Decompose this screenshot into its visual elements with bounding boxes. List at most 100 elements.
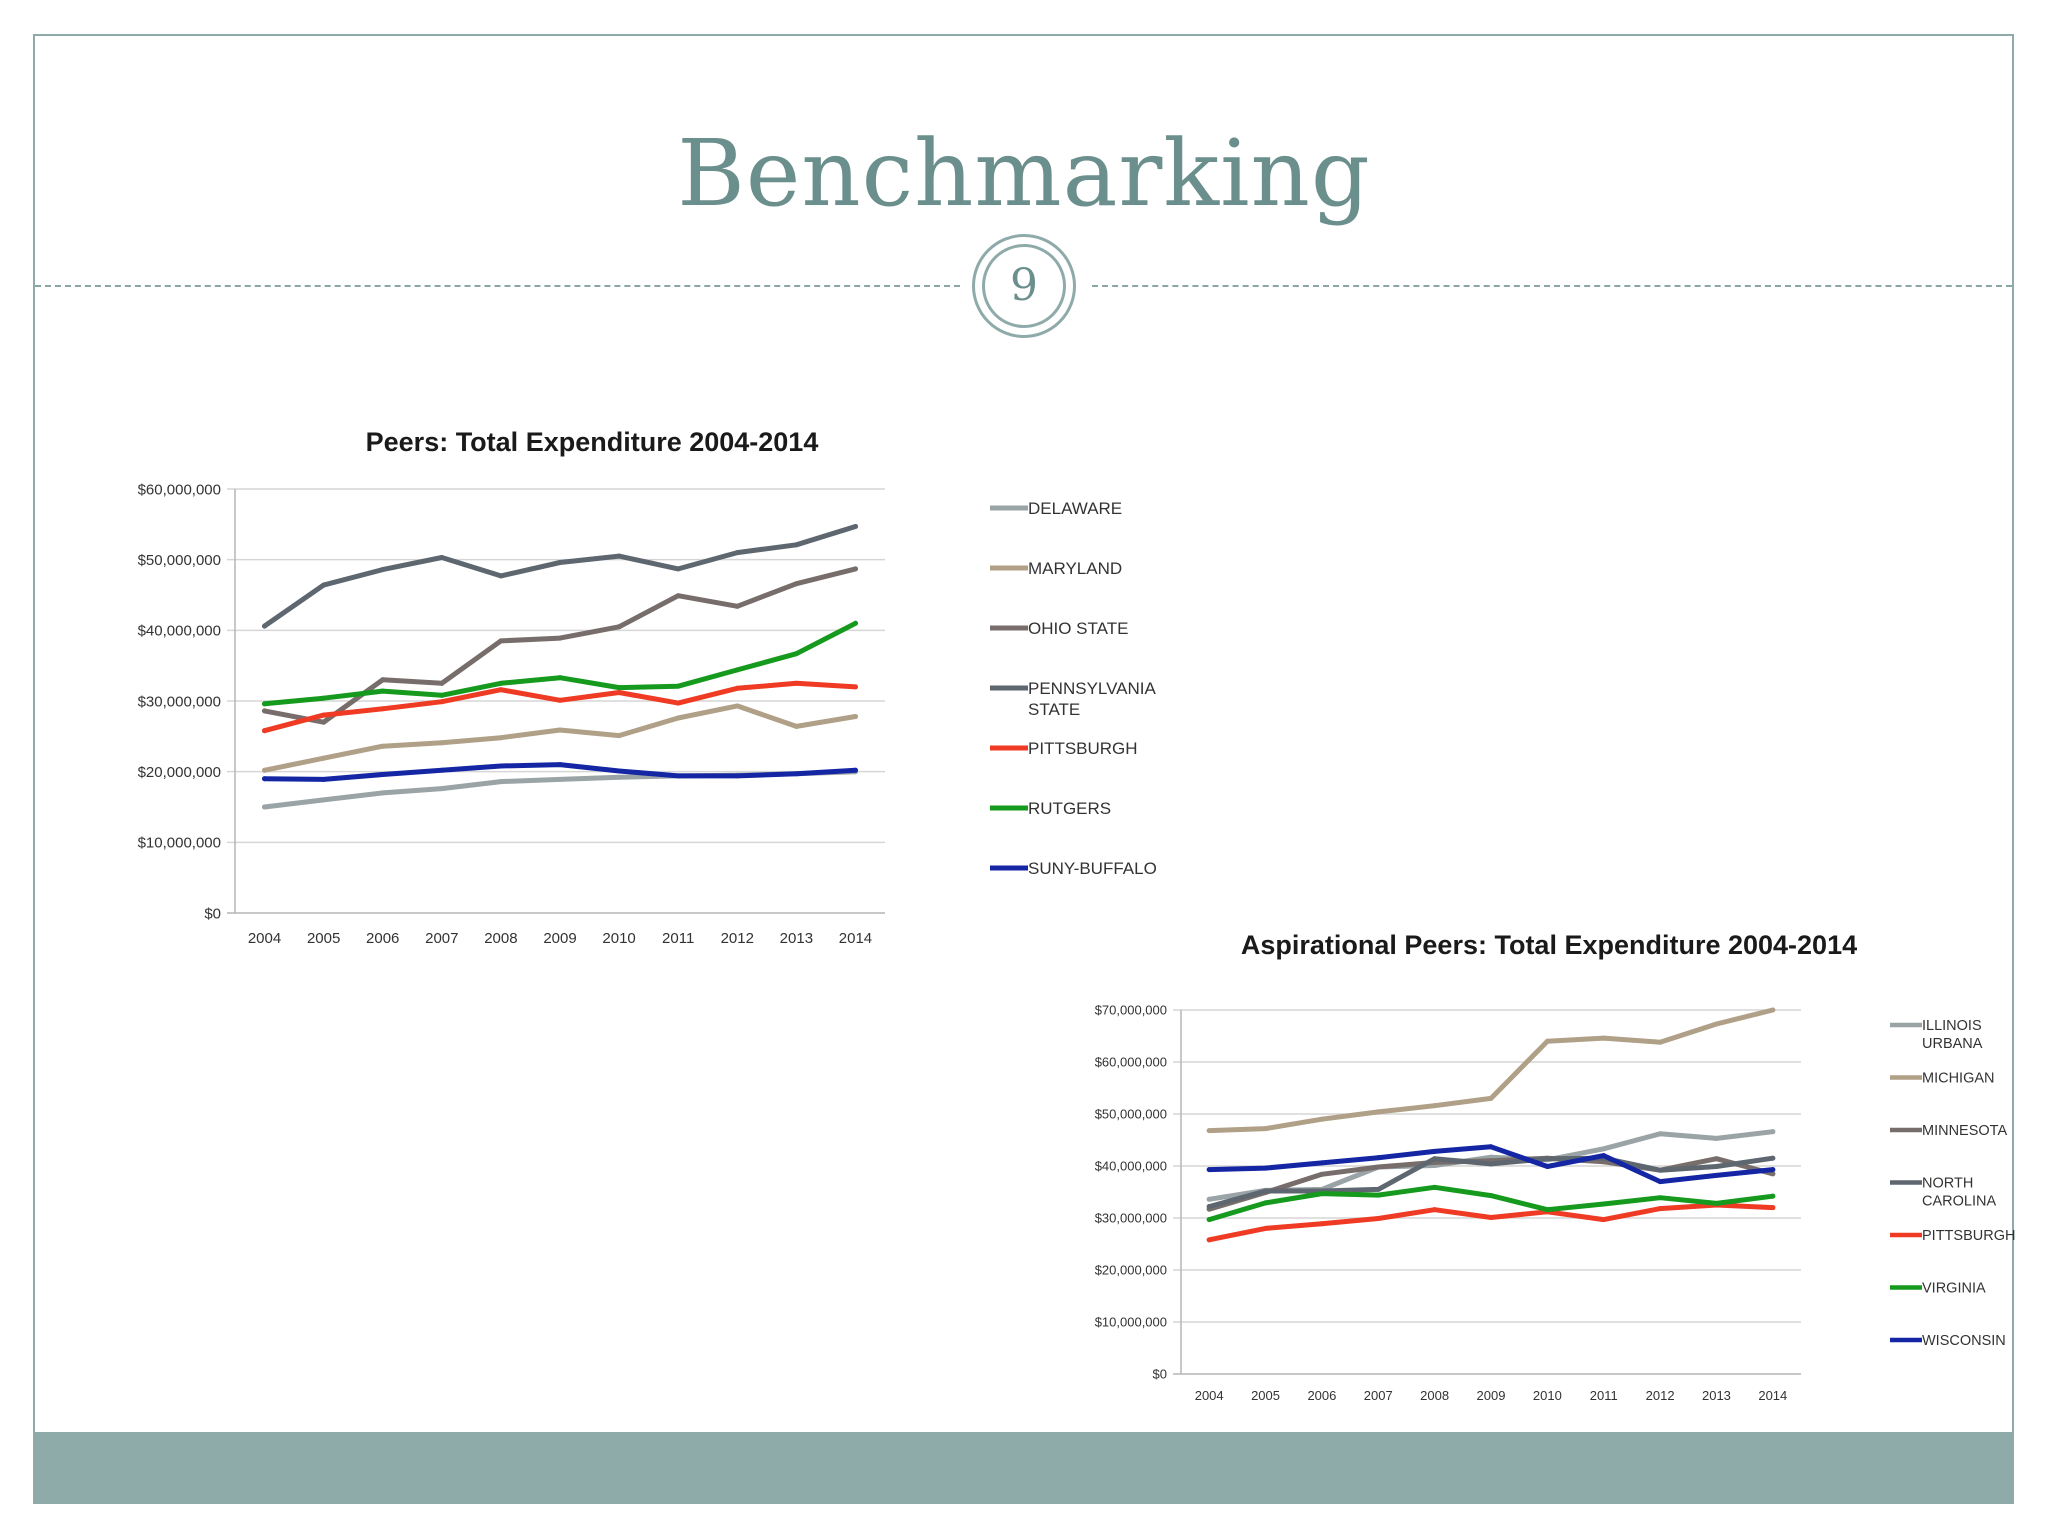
legend-label-line: SUNY-BUFFALO [1028,859,1157,878]
data-point [1488,1214,1494,1220]
legend-label-line: STATE [1028,700,1080,719]
data-point [1657,1039,1663,1045]
data-point [321,582,327,588]
y-tick-label: $20,000,000 [1095,1263,1167,1278]
footer-bar [33,1432,2014,1504]
data-point [380,790,386,796]
y-tick-label: $40,000,000 [1095,1159,1167,1174]
data-point [1375,1216,1381,1222]
data-point [1713,1135,1719,1141]
data-point [1319,1171,1325,1177]
data-point [734,773,740,779]
legend-label: OHIO STATE [1028,619,1128,638]
legend-label: PITTSBURGH [1028,739,1138,758]
data-point [1375,1155,1381,1161]
data-point [793,651,799,657]
data-point [1770,1205,1776,1211]
legend-label-line: PITTSBURGH [1922,1228,2015,1244]
peers-chart-svg: Peers: Total Expenditure 2004-2014 $0 $10,… [138,427,1157,947]
series-line [262,524,858,629]
data-point [1713,1164,1719,1170]
data-point [852,684,858,690]
x-tick-label: 2008 [1420,1388,1449,1403]
data-point [557,727,563,733]
data-point [616,553,622,559]
y-tick-label: $50,000,000 [1095,1107,1167,1122]
legend-label: RUTGERS [1028,799,1111,818]
aspirational-chart-svg: Aspirational Peers: Total Expenditure 20… [1095,930,2016,1403]
x-tick-label: 2011 [1590,1388,1618,1403]
data-point [1601,1035,1607,1041]
data-point [675,566,681,572]
x-tick-label: 2010 [1533,1388,1562,1403]
data-point [380,743,386,749]
data-point [1544,1207,1550,1213]
y-tick-label: $20,000,000 [138,764,221,781]
data-point [1770,1193,1776,1199]
x-tick-label: 2004 [248,930,281,947]
y-tick-label: $10,000,000 [1095,1315,1167,1330]
x-tick-label: 2005 [1251,1388,1280,1403]
data-point [498,687,504,693]
x-tick-label: 2013 [1702,1388,1731,1403]
data-point [439,555,445,561]
legend-label: ILLINOIS URBANA [1922,1018,1983,1052]
slide-title: Benchmarking [677,120,1371,227]
data-point [1319,1221,1325,1227]
data-point [1544,1038,1550,1044]
data-point [1488,1095,1494,1101]
legend-label: WISCONSIN [1922,1333,2006,1349]
data-point [734,685,740,691]
data-point [734,667,740,673]
data-point [1432,1184,1438,1190]
data-point [734,550,740,556]
data-point [439,786,445,792]
data-point [1206,1196,1212,1202]
data-point [1657,1179,1663,1185]
data-point [557,762,563,768]
data-point [498,638,504,644]
x-tick-label: 2011 [662,930,694,947]
legend-label-line: MICHIGAN [1922,1071,1995,1087]
y-tick-label: $0 [1153,1367,1167,1382]
data-point [675,593,681,599]
data-point [793,542,799,548]
data-point [616,624,622,630]
data-point [1770,1007,1776,1013]
legend-label: NORTH CAROLINA [1922,1176,1996,1210]
x-tick-label: 2010 [602,930,635,947]
legend-label-line: CAROLINA [1922,1194,1996,1210]
data-point [321,712,327,718]
data-point [616,768,622,774]
data-point [1375,1186,1381,1192]
data-point [321,755,327,761]
data-point [1713,1021,1719,1027]
legend-label-line: NORTH [1922,1176,1973,1192]
data-point [262,708,268,714]
aspirational-peers-expenditure-chart: Aspirational Peers: Total Expenditure 20… [1080,890,2020,1415]
legend-label: SUNY-BUFFALO [1028,859,1157,878]
data-point [1206,1217,1212,1223]
x-tick-label: 2009 [543,930,576,947]
legend-label-line: RUTGERS [1028,799,1111,818]
legend-label-line: URBANA [1922,1036,1983,1052]
data-point [321,797,327,803]
legend-label-line: VIRGINIA [1922,1281,1986,1297]
data-point [852,767,858,773]
data-point [675,715,681,721]
data-point [1544,1164,1550,1170]
data-point [1657,1206,1663,1212]
data-point [557,635,563,641]
data-point [380,706,386,712]
chart-title: Aspirational Peers: Total Expenditure 20… [1241,930,1857,960]
data-point [1601,1153,1607,1159]
legend-label-line: OHIO STATE [1028,619,1128,638]
data-point [793,771,799,777]
data-point [1713,1156,1719,1162]
data-point [675,773,681,779]
data-point [734,603,740,609]
data-point [852,523,858,529]
data-point [498,680,504,686]
data-point [1263,1126,1269,1132]
legend-label-line: WISCONSIN [1922,1333,2006,1349]
